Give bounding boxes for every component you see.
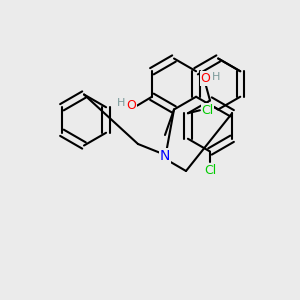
Text: H: H: [117, 98, 125, 108]
Text: O: O: [127, 99, 136, 112]
Text: O: O: [201, 72, 210, 85]
Text: N: N: [160, 149, 170, 163]
Text: Cl: Cl: [201, 104, 214, 117]
Text: Cl: Cl: [204, 164, 216, 178]
Text: H: H: [212, 71, 220, 82]
